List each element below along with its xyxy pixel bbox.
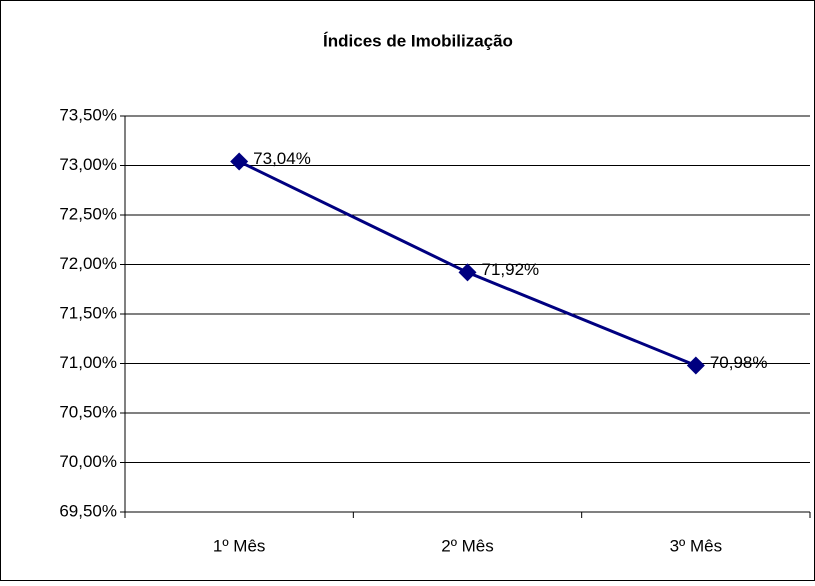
- x-tick-label: 1º Mês: [213, 536, 266, 555]
- y-tick-label: 72,00%: [59, 254, 117, 273]
- data-label: 73,04%: [253, 149, 311, 168]
- x-tick-label: 3º Mês: [670, 536, 723, 555]
- data-label: 71,92%: [482, 260, 540, 279]
- y-tick-label: 73,00%: [59, 155, 117, 174]
- data-label: 70,98%: [710, 353, 768, 372]
- x-tick-label: 2º Mês: [441, 536, 494, 555]
- chart-title: Índices de Imobilização: [323, 31, 513, 50]
- marker: [458, 263, 477, 282]
- marker: [686, 356, 705, 375]
- y-tick-label: 70,00%: [59, 452, 117, 471]
- y-tick-label: 71,00%: [59, 353, 117, 372]
- marker: [230, 152, 249, 171]
- y-tick-label: 73,50%: [59, 105, 117, 124]
- y-tick-label: 69,50%: [59, 501, 117, 520]
- y-tick-label: 71,50%: [59, 303, 117, 322]
- y-tick-label: 70,50%: [59, 402, 117, 421]
- y-tick-label: 72,50%: [59, 204, 117, 223]
